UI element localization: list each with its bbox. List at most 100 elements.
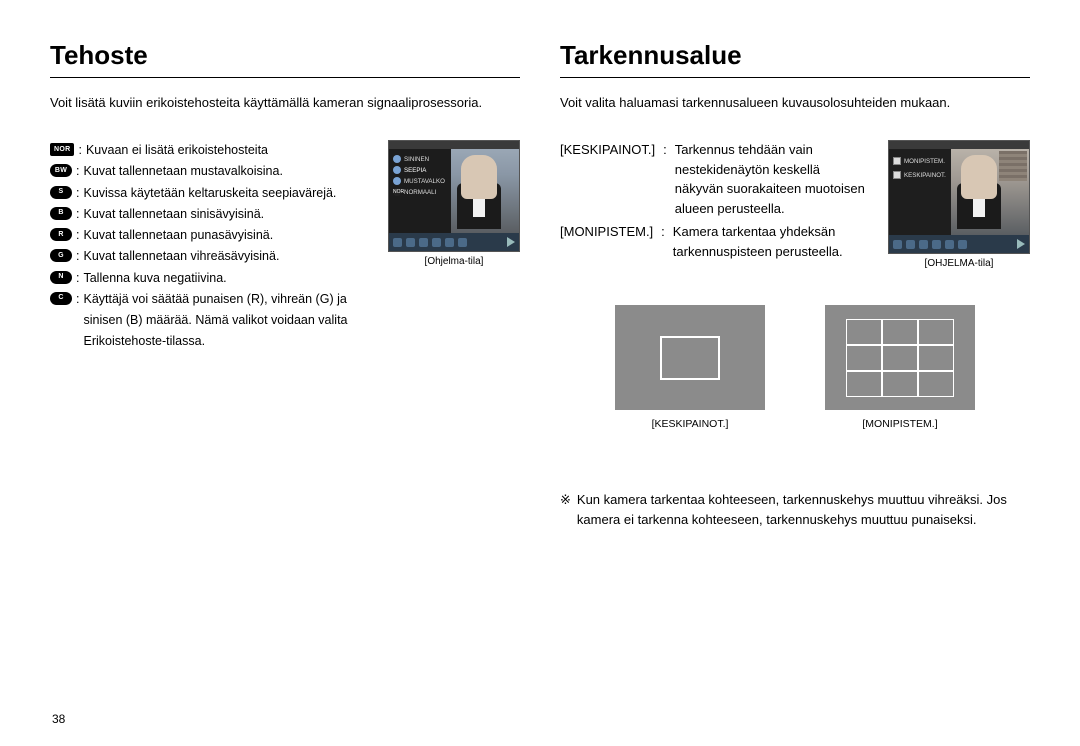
screenshot-botbar [389, 233, 519, 251]
effect-tag-bw: BW [50, 164, 72, 177]
def-text: Kamera tarkentaa yhdeksän tarkennuspiste… [673, 222, 872, 261]
menu-square-icon [893, 157, 901, 165]
sample-label: [KESKIPAINOT.] [615, 418, 765, 430]
colon: : [76, 161, 79, 182]
effect-tag-s: S [50, 186, 72, 199]
menu-square-icon [893, 171, 901, 179]
heading-tarkennusalue: Tarkennusalue [560, 40, 1030, 71]
effect-screenshot-caption: [Ohjelma-tila] [388, 256, 520, 267]
effect-row: NOR : Kuvaan ei lisätä erikoistehosteita [50, 140, 374, 161]
menu-label: NORMAALI [404, 189, 436, 196]
bar-icon [406, 238, 415, 247]
effect-text: Kuvat tallennetaan mustavalkoisina. [83, 161, 282, 182]
colon: : [78, 140, 81, 161]
colon: : [76, 246, 79, 267]
menu-dot-icon [393, 155, 401, 163]
bar-icon [958, 240, 967, 249]
sample-multi: [MONIPISTEM.] [825, 305, 975, 430]
bar-icon [945, 240, 954, 249]
effect-row: N : Tallenna kuva negatiivina. [50, 268, 374, 289]
effect-row: S : Kuvissa käytetään keltaruskeita seep… [50, 183, 374, 204]
effect-row: BW : Kuvat tallennetaan mustavalkoisina. [50, 161, 374, 182]
screenshot-botbar [889, 235, 1029, 253]
def-row: [KESKIPAINOT.] : Tarkennus tehdään vain … [560, 140, 872, 218]
effect-screenshot-wrap: SININEN SEEPIA MUSTAVALKO NORNORMAALI [388, 140, 520, 267]
sample-label: [MONIPISTEM.] [825, 418, 975, 430]
menu-item: NORNORMAALI [393, 188, 449, 196]
left-column: Tehoste Voit lisätä kuviin erikoistehost… [50, 40, 520, 726]
effect-text: Kuvaan ei lisätä erikoistehosteita [86, 140, 268, 161]
bar-icon [906, 240, 915, 249]
heading-rule [50, 77, 520, 78]
focus-samples: [KESKIPAINOT.] [MONIPISTEM.] [560, 305, 1030, 430]
multi-af-grid [846, 319, 954, 397]
menu-label: MONIPISTEM. [904, 158, 945, 165]
sample-center: [KESKIPAINOT.] [615, 305, 765, 430]
menu-item: SEEPIA [393, 166, 449, 174]
screenshot-photo [451, 149, 519, 233]
menu-dot-icon [393, 177, 401, 185]
focus-screenshot: MONIPISTEM. KESKIPAINOT. [888, 140, 1030, 254]
bar-icon [893, 240, 902, 249]
page-number: 38 [52, 712, 65, 726]
bar-icon [393, 238, 402, 247]
effect-tag-c: C [50, 292, 72, 305]
screenshot-photo [951, 149, 1029, 235]
effect-text: Kuvissa käytetään keltaruskeita seepiavä… [83, 183, 336, 204]
screenshot-topbar [389, 141, 519, 149]
center-af-frame [660, 336, 720, 380]
menu-dot-icon: NOR [393, 188, 401, 196]
menu-item: MONIPISTEM. [893, 157, 949, 165]
effect-text: Kuvat tallennetaan punasävyisinä. [83, 225, 273, 246]
colon: : [661, 222, 665, 261]
effect-row: B : Kuvat tallennetaan sinisävyisinä. [50, 204, 374, 225]
bar-icon [432, 238, 441, 247]
effect-row: C : Käyttäjä voi säätää punaisen (R), vi… [50, 289, 374, 353]
colon: : [76, 183, 79, 204]
effect-tag-nor: NOR [50, 143, 74, 156]
screenshot-menu: MONIPISTEM. KESKIPAINOT. [889, 149, 951, 235]
focus-area-block: [KESKIPAINOT.] : Tarkennus tehdään vain … [560, 140, 1030, 269]
menu-item: SININEN [393, 155, 449, 163]
menu-item: MUSTAVALKO [393, 177, 449, 185]
play-icon [507, 237, 515, 247]
heading-rule [560, 77, 1030, 78]
person-face [461, 155, 497, 199]
effect-screenshot: SININEN SEEPIA MUSTAVALKO NORNORMAALI [388, 140, 520, 252]
person-face [961, 155, 997, 199]
left-intro: Voit lisätä kuviin erikoistehosteita käy… [50, 94, 520, 112]
effect-tag-g: G [50, 249, 72, 262]
screenshot-topbar [889, 141, 1029, 149]
def-label: [MONIPISTEM.] [560, 222, 653, 261]
colon: : [76, 289, 79, 310]
screenshot-body: SININEN SEEPIA MUSTAVALKO NORNORMAALI [389, 149, 519, 233]
menu-item: KESKIPAINOT. [893, 171, 949, 179]
effect-tag-n: N [50, 271, 72, 284]
bar-icon [932, 240, 941, 249]
focus-definitions: [KESKIPAINOT.] : Tarkennus tehdään vain … [560, 140, 872, 265]
play-icon [1017, 239, 1025, 249]
botbar-icons [393, 238, 467, 247]
menu-label: KESKIPAINOT. [904, 172, 946, 179]
right-intro: Voit valita haluamasi tarkennusalueen ku… [560, 94, 1030, 112]
effects-block: NOR : Kuvaan ei lisätä erikoistehosteita… [50, 140, 520, 353]
focus-note: ※ Kun kamera tarkentaa kohteeseen, tarke… [560, 490, 1030, 529]
botbar-icons [893, 240, 967, 249]
menu-label: SEEPIA [404, 167, 426, 174]
effect-row: R : Kuvat tallennetaan punasävyisinä. [50, 225, 374, 246]
colon: : [76, 204, 79, 225]
focus-screenshot-caption: [OHJELMA-tila] [888, 258, 1030, 269]
effect-tag-r: R [50, 228, 72, 241]
def-text: Tarkennus tehdään vain nestekidenäytön k… [675, 140, 872, 218]
effects-list: NOR : Kuvaan ei lisätä erikoistehosteita… [50, 140, 374, 353]
def-label: [KESKIPAINOT.] [560, 140, 655, 218]
bar-icon [458, 238, 467, 247]
sample-box [615, 305, 765, 410]
effect-text: Kuvat tallennetaan sinisävyisinä. [83, 204, 264, 225]
colon: : [663, 140, 667, 218]
effect-tag-b: B [50, 207, 72, 220]
focus-screenshot-wrap: MONIPISTEM. KESKIPAINOT. [888, 140, 1030, 269]
menu-label: MUSTAVALKO [404, 178, 445, 185]
sample-box [825, 305, 975, 410]
bar-icon [419, 238, 428, 247]
